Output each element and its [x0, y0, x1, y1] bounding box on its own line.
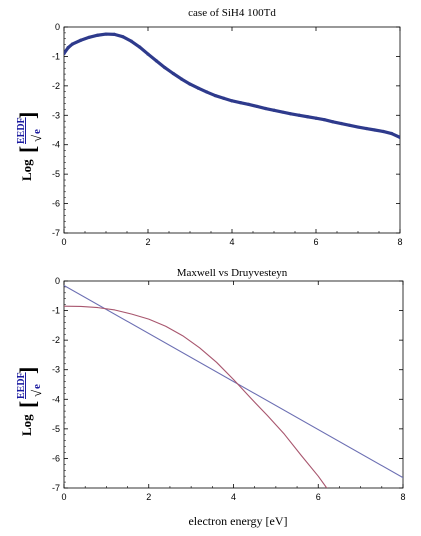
data-point [373, 128, 377, 132]
data-point [222, 96, 226, 100]
y-axis-label-log: Log [19, 414, 34, 436]
plot-area: 0 2 4 6 8 0 -1 -2 -3 -4 -5 -6 -7 [52, 22, 403, 247]
data-point [381, 129, 385, 134]
data-point [66, 46, 70, 50]
y-axis-label-bracket-right: ] [15, 112, 40, 119]
y-tick-label: -2 [52, 335, 60, 345]
data-point [196, 86, 200, 90]
chart-top: case of SiH4 100Td Log [ EEDF √ e ] 0 2 4 6… [15, 7, 403, 247]
y-axis-label-denominator: e [31, 384, 43, 389]
data-point [314, 116, 318, 120]
plot-frame [63, 280, 404, 489]
series-line [64, 284, 403, 479]
chart-bottom: Maxwell vs Druyvesteyn Log [ EEDF √ e ] … [15, 267, 406, 528]
data-point [171, 71, 175, 76]
y-tick-label: -2 [52, 81, 60, 91]
data-point [297, 113, 301, 117]
data-point [96, 33, 100, 37]
y-tick-label: -3 [52, 365, 60, 375]
data-point [238, 101, 242, 105]
y-axis-label-log: Log [19, 159, 34, 181]
data-point [272, 108, 276, 112]
y-tick-label: -1 [52, 51, 60, 61]
data-point [306, 115, 310, 119]
data-point [87, 35, 91, 39]
data-point [180, 77, 184, 81]
data-point [356, 125, 360, 129]
plot-area: 0 2 4 6 8 0 -1 -2 -3 -4 -5 -6 -7 [52, 276, 406, 502]
data-point [390, 131, 394, 136]
data-point [146, 52, 150, 56]
x-tick-label: 6 [313, 237, 318, 247]
x-tick-label: 4 [231, 492, 236, 502]
data-point [348, 123, 352, 127]
data-point [289, 112, 293, 116]
data-point [264, 106, 268, 111]
data-point [364, 126, 368, 131]
data-point [188, 82, 192, 86]
y-tick-label: 0 [55, 22, 60, 32]
y-axis-label-bracket-left: [ [15, 401, 40, 408]
x-tick-label: 8 [397, 237, 402, 247]
data-point [64, 51, 66, 56]
y-tick-label: -5 [52, 169, 60, 179]
series-line [64, 32, 400, 139]
data-point [339, 121, 343, 126]
y-tick-label: -6 [52, 199, 60, 209]
data-point [163, 66, 167, 70]
y-tick-label: -6 [52, 453, 60, 463]
plot-frame [63, 26, 401, 234]
y-tick-label: -3 [52, 110, 60, 120]
chart-title: Maxwell vs Druyvesteyn [177, 267, 288, 279]
data-point [154, 59, 158, 63]
y-axis-label: Log [ EEDF √ e ] [15, 367, 44, 436]
x-axis-label: electron energy [eV] [188, 514, 287, 528]
data-point [129, 39, 133, 43]
x-tick-label: 2 [146, 492, 151, 502]
x-tick-label: 2 [145, 237, 150, 247]
y-axis-label: Log [ EEDF √ e ] [15, 112, 44, 181]
chart-title: case of SiH4 100Td [188, 7, 276, 19]
x-tick-label: 0 [61, 492, 66, 502]
data-point [247, 102, 251, 106]
y-tick-label: -7 [52, 483, 60, 493]
x-tick-label: 6 [316, 492, 321, 502]
data-point [79, 38, 83, 42]
data-point [331, 120, 335, 124]
data-point [280, 110, 284, 114]
y-axis-label-bracket-left: [ [15, 146, 40, 153]
series-line [64, 305, 328, 488]
y-tick-label: -5 [52, 424, 60, 434]
y-axis-label-numerator: EEDF [16, 372, 27, 399]
data-point [104, 32, 108, 36]
y-axis-label-sqrt: √ [29, 134, 44, 142]
x-tick-label: 8 [400, 492, 405, 502]
y-tick-label: 0 [55, 276, 60, 286]
y-tick-label: -4 [52, 140, 60, 150]
y-tick-label: -4 [52, 394, 60, 404]
data-point [322, 118, 326, 122]
data-point [121, 35, 125, 39]
y-axis-label-numerator: EEDF [16, 117, 27, 144]
data-point [230, 99, 234, 103]
x-tick-label: 0 [61, 237, 66, 247]
x-tick-label: 4 [229, 237, 234, 247]
data-point [70, 42, 74, 46]
y-tick-label: -7 [52, 228, 60, 238]
data-point [398, 135, 400, 139]
y-axis-label-sqrt: √ [29, 389, 44, 397]
data-point [112, 32, 116, 36]
y-axis-label-denominator: e [31, 129, 43, 134]
y-axis-label-bracket-right: ] [15, 367, 40, 374]
y-tick-label: -1 [52, 306, 60, 316]
data-point [213, 93, 217, 98]
data-point [255, 104, 259, 109]
data-point [205, 90, 209, 94]
data-point [138, 45, 142, 49]
